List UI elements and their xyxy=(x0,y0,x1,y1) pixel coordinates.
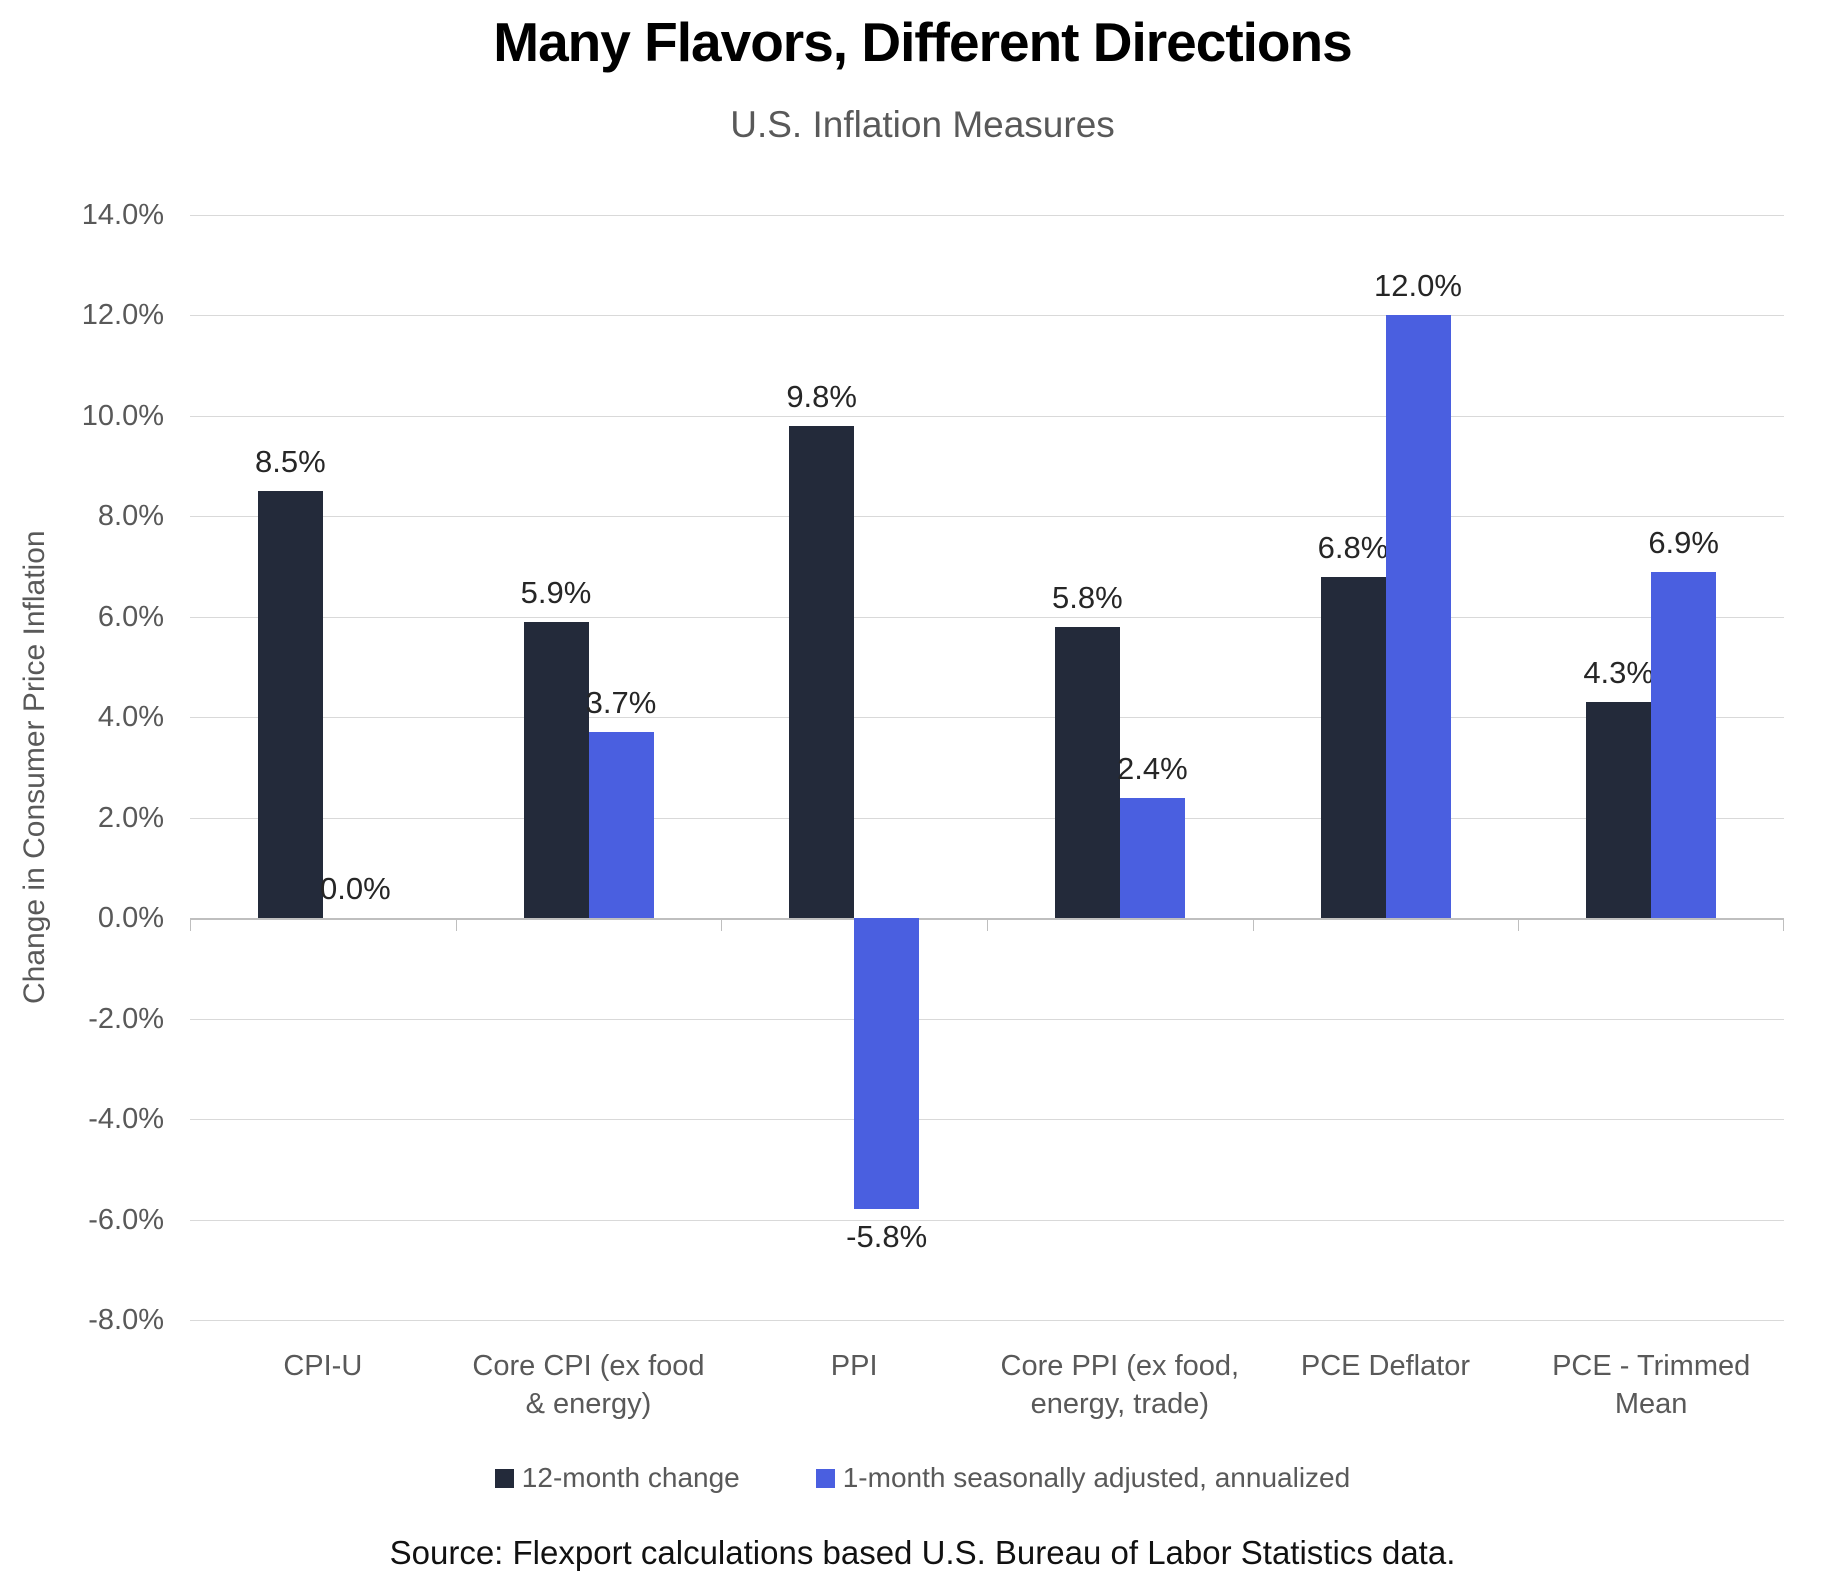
source-note: Source: Flexport calculations based U.S.… xyxy=(389,1534,1456,1571)
legend-label-12-month: 12-month change xyxy=(521,1462,740,1493)
bar-1-month xyxy=(588,732,654,919)
legend-swatch-12-month xyxy=(494,1468,514,1488)
y-axis-tick-labels: 14.0% 12.0% 10.0% 8.0% 6.0% 4.0% 2.0% 0.0% -2.0%… xyxy=(0,0,164,1596)
legend: 12-month change 1-month seasonally adjus… xyxy=(0,1462,1845,1494)
axis-tick xyxy=(1518,918,1520,932)
plot-area: 8.5% 0.0% 5.9% 3.7% 9.8% -5.8% 5.8% 2.4% 6.8% 12.… xyxy=(190,215,1784,1321)
bar-12-month xyxy=(1054,626,1120,919)
axis-tick xyxy=(721,918,723,932)
y-tick-label: 4.0% xyxy=(97,701,164,734)
y-tick-label: 8.0% xyxy=(97,500,164,533)
x-category-label: CPI-U xyxy=(190,1347,456,1385)
bar-value-label: 12.0% xyxy=(1374,268,1462,304)
bar-value-label: 5.8% xyxy=(1051,579,1123,615)
axis-tick xyxy=(190,918,191,932)
bar-value-label: 6.8% xyxy=(1317,529,1389,565)
gridline xyxy=(190,315,1784,317)
bar-value-label: 3.7% xyxy=(585,685,657,721)
x-category-label-line: PCE - Trimmed xyxy=(1552,1350,1751,1382)
chart-title: Many Flavors, Different Directions xyxy=(493,11,1352,73)
bar-12-month xyxy=(789,425,855,919)
legend-swatch-1-month xyxy=(815,1468,835,1488)
x-category-label: PCE - Trimmed Mean xyxy=(1518,1347,1784,1423)
y-tick-label: 10.0% xyxy=(81,399,164,432)
gridline xyxy=(190,1018,1784,1020)
bar-12-month xyxy=(1586,702,1652,919)
x-category-label: PCE Deflator xyxy=(1253,1347,1519,1385)
y-tick-label: 14.0% xyxy=(81,199,164,231)
x-category-label: Core CPI (ex food & energy) xyxy=(456,1347,722,1423)
y-tick-label: 0.0% xyxy=(97,902,164,935)
x-category-label-line: energy, trade) xyxy=(1030,1388,1210,1420)
y-tick-label: 12.0% xyxy=(81,299,164,332)
x-category-label-line: PPI xyxy=(830,1350,878,1382)
x-category-label: PPI xyxy=(721,1347,987,1385)
bar-1-month xyxy=(1651,571,1717,919)
gridline xyxy=(190,516,1784,518)
y-tick-label: 2.0% xyxy=(97,801,164,834)
bar-value-label: 8.5% xyxy=(254,444,326,480)
axis-tick xyxy=(455,918,457,932)
legend-item-1-month: 1-month seasonally adjusted, annualized xyxy=(815,1462,1351,1494)
bar-value-label: -5.8% xyxy=(846,1218,928,1254)
bar-value-label: 9.8% xyxy=(786,378,857,414)
bar-value-label: 0.0% xyxy=(319,871,391,907)
bar-12-month xyxy=(257,491,323,919)
gridline xyxy=(190,817,1784,819)
bar-value-label: 2.4% xyxy=(1116,750,1188,786)
legend-label-1-month: 1-month seasonally adjusted, annualized xyxy=(842,1462,1351,1493)
x-category-label-line: Mean xyxy=(1614,1388,1688,1420)
gridline xyxy=(190,415,1784,417)
y-tick-label: 6.0% xyxy=(97,600,164,633)
axis-tick xyxy=(987,918,988,932)
gridline xyxy=(190,1119,1784,1121)
bar-value-label: 6.9% xyxy=(1648,524,1719,560)
y-tick-label: -8.0% xyxy=(88,1304,164,1336)
gridline xyxy=(190,616,1784,618)
bar-value-label: 5.9% xyxy=(520,574,592,610)
x-category-label-line: Core PPI (ex food, xyxy=(1000,1350,1240,1382)
x-category-label-line: CPI-U xyxy=(283,1350,363,1382)
bar-1-month xyxy=(854,918,920,1210)
bar-12-month xyxy=(523,621,589,919)
legend-item-12-month: 12-month change xyxy=(494,1462,740,1494)
gridline xyxy=(190,717,1784,719)
chart-subtitle: U.S. Inflation Measures xyxy=(730,104,1115,145)
gridline xyxy=(190,215,1784,216)
axis-tick xyxy=(1783,918,1784,932)
bar-1-month xyxy=(1385,315,1451,919)
y-tick-label: -4.0% xyxy=(88,1103,164,1136)
y-tick-label: -2.0% xyxy=(88,1002,164,1035)
x-category-label: Core PPI (ex food, energy, trade) xyxy=(987,1347,1253,1423)
gridline xyxy=(190,1219,1784,1221)
x-category-label-line: PCE Deflator xyxy=(1300,1350,1471,1382)
y-tick-label: -6.0% xyxy=(88,1203,164,1236)
axis-tick xyxy=(1252,918,1254,932)
x-category-label-line: & energy) xyxy=(525,1388,652,1420)
gridline xyxy=(190,1320,1784,1321)
bar-value-label: 4.3% xyxy=(1583,655,1654,691)
bar-12-month xyxy=(1320,576,1386,919)
bar-1-month xyxy=(1119,797,1185,919)
x-category-label-line: Core CPI (ex food xyxy=(472,1350,705,1382)
